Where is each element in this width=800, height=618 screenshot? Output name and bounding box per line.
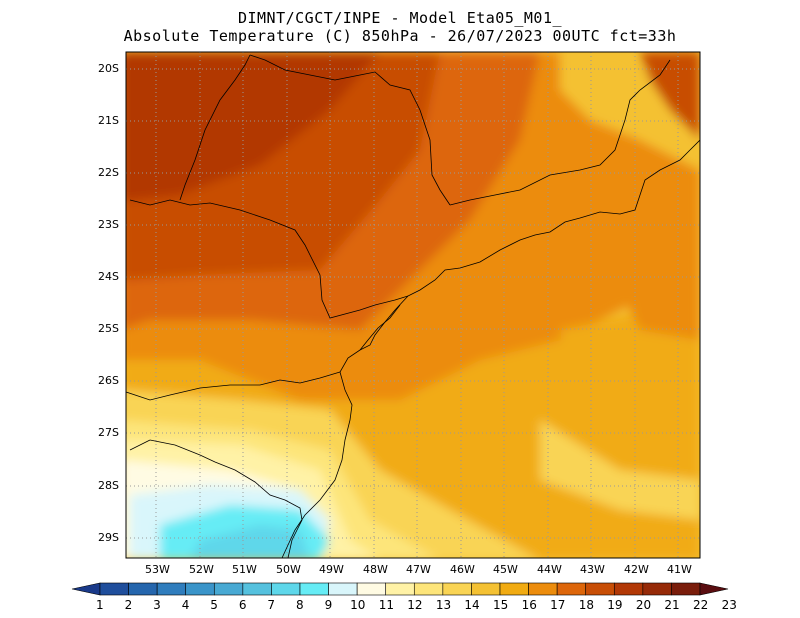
colorbar-label: 8 <box>296 598 304 612</box>
colorbar-swatch <box>642 582 672 596</box>
lat-label: 26S <box>98 374 119 387</box>
colorbar-label: 22 <box>693 598 709 612</box>
colorbar-label: 4 <box>181 598 190 612</box>
lon-label: 44W <box>537 563 562 576</box>
lon-label: 51W <box>232 563 257 576</box>
colorbar-label: 2 <box>124 598 133 612</box>
lat-label: 23S <box>98 218 119 231</box>
lat-label: 22S <box>98 166 119 179</box>
map-frame <box>125 51 701 559</box>
colorbar-label: 11 <box>378 598 394 612</box>
lat-label: 21S <box>98 114 119 127</box>
colorbar-label: 19 <box>607 598 623 612</box>
colorbar-swatch <box>242 582 272 596</box>
colorbar-swatch <box>71 582 101 596</box>
colorbar-swatch <box>585 582 615 596</box>
colorbar-swatch <box>556 582 587 596</box>
colorbar-swatch <box>442 582 472 596</box>
lat-label: 28S <box>98 479 119 492</box>
lat-label: 25S <box>98 322 119 335</box>
lat-label: 20S <box>98 62 119 75</box>
colorbar-label: 20 <box>635 598 652 612</box>
colorbar-swatch <box>613 582 644 596</box>
lon-label: 47W <box>406 563 431 576</box>
lon-label: 48W <box>363 563 388 576</box>
lon-label: 41W <box>667 563 692 576</box>
colorbar-swatch <box>185 582 215 596</box>
colorbar-label: 13 <box>435 598 452 612</box>
colorbar-swatch <box>385 582 415 596</box>
colorbar-label: 7 <box>267 598 276 612</box>
colorbar <box>71 582 729 596</box>
colorbar-swatch <box>213 582 244 596</box>
colorbar-label: 1 <box>96 598 104 612</box>
lon-label: 49W <box>319 563 344 576</box>
colorbar-swatch <box>528 582 558 596</box>
colorbar-label: 17 <box>550 598 566 612</box>
colorbar-label: 5 <box>210 598 218 612</box>
colorbar-label: 23 <box>721 598 737 612</box>
colorbar-label: 3 <box>153 598 161 612</box>
colorbar-label: 6 <box>238 598 247 612</box>
lat-label: 27S <box>98 426 119 439</box>
lat-label: 29S <box>98 531 119 544</box>
lon-label: 46W <box>450 563 475 576</box>
lon-label: 52W <box>189 563 214 576</box>
colorbar-label: 10 <box>350 598 366 612</box>
colorbar-label: 12 <box>407 598 423 612</box>
map-title-line1: DIMNT/CGCT/INPE - Model Eta05_M01_ <box>237 9 563 27</box>
colorbar-swatch <box>128 582 158 596</box>
colorbar-label: 15 <box>493 598 509 612</box>
colorbar-swatch <box>699 582 729 596</box>
colorbar-swatch <box>671 582 701 596</box>
colorbar-swatch <box>299 582 329 596</box>
lon-label: 53W <box>145 563 170 576</box>
temperature-field <box>126 52 700 558</box>
colorbar-swatch <box>271 582 301 596</box>
colorbar-swatch <box>356 582 387 596</box>
colorbar-swatch <box>471 582 501 596</box>
colorbar-swatch <box>499 582 529 596</box>
political-boundaries <box>126 54 700 558</box>
colorbar-swatch <box>413 582 444 596</box>
colorbar-swatch <box>156 582 187 596</box>
lat-label: 24S <box>98 270 119 283</box>
lon-label: 50W <box>276 563 301 576</box>
colorbar-label: 16 <box>521 598 537 612</box>
map-title-line2: Absolute Temperature (C) 850hPa - 26/07/… <box>123 27 677 45</box>
lon-label: 43W <box>580 563 605 576</box>
colorbar-label: 9 <box>324 598 333 612</box>
lon-label: 45W <box>493 563 518 576</box>
colorbar-label: 21 <box>664 598 680 612</box>
lon-label: 42W <box>624 563 649 576</box>
colorbar-swatch <box>99 582 129 596</box>
colorbar-swatch <box>328 582 358 596</box>
colorbar-label: 18 <box>578 598 594 612</box>
colorbar-label: 14 <box>464 598 480 612</box>
